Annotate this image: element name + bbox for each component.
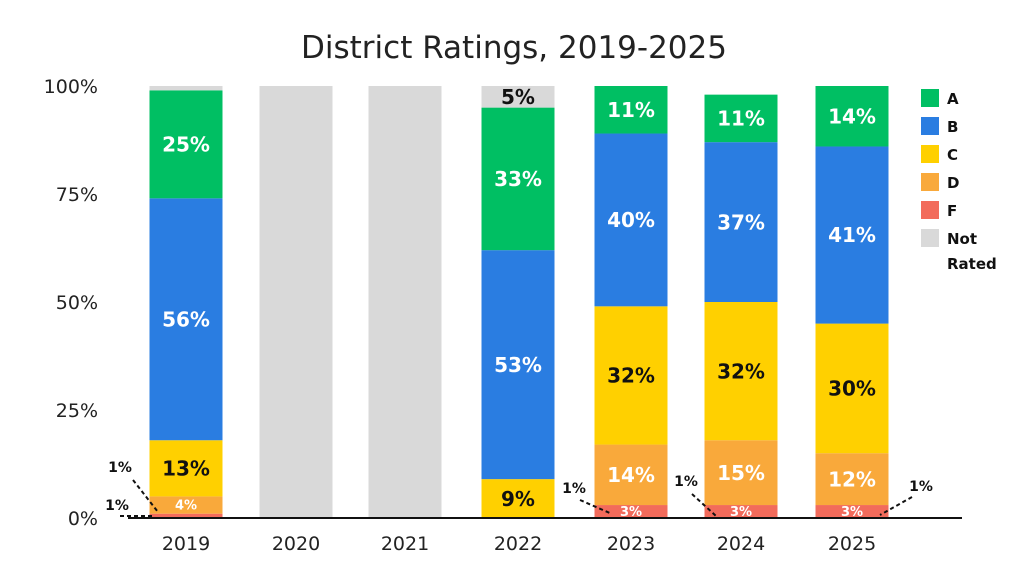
segment-label: 12% [828, 467, 876, 491]
x-tick-label: 2025 [828, 533, 876, 555]
bar-segment [815, 146, 889, 324]
legend-label: Not [947, 230, 977, 248]
x-tick-label: 2023 [607, 533, 655, 555]
bar-segment [594, 86, 668, 134]
callout-leader-line [579, 499, 613, 515]
legend-swatch [921, 117, 939, 135]
x-tick-label: 2024 [717, 533, 765, 555]
bar-segment [149, 90, 223, 199]
segment-label: 13% [162, 457, 210, 481]
legend-label: C [947, 146, 958, 164]
bar-segment [594, 133, 668, 307]
segment-label: 14% [607, 463, 655, 487]
y-tick-label: 50% [56, 292, 98, 314]
x-tick-label: 2020 [272, 533, 320, 555]
bar-segment [704, 94, 778, 143]
segment-label: 37% [717, 210, 765, 234]
segment-label: 33% [494, 167, 542, 191]
bar-segment [815, 86, 889, 147]
segment-label: 3% [620, 505, 642, 520]
bar-segment [594, 306, 668, 445]
legend-swatch [921, 201, 939, 219]
segment-label: 40% [607, 208, 655, 232]
bar-segment [149, 440, 223, 497]
bar-segment [259, 86, 333, 518]
callout-leader-line [691, 493, 717, 517]
bar-segment [815, 505, 889, 518]
segment-label: 11% [607, 98, 655, 122]
bar-segment [704, 302, 778, 441]
segment-label: 4% [175, 499, 197, 514]
x-tick-label: 2019 [162, 533, 210, 555]
y-tick-label: 0% [68, 508, 98, 530]
bar-segment [481, 107, 555, 251]
bar-segment [368, 86, 442, 518]
segment-label: 53% [494, 353, 542, 377]
segment-label: 30% [828, 377, 876, 401]
segment-labels: 4% 13% 56% 25% 9% 53% 33% 5% 3% 14% 32% 40% 11% 3% 15%… [162, 85, 876, 520]
legend-swatch [921, 145, 939, 163]
legend-swatch [921, 89, 939, 107]
segment-label: 32% [717, 359, 765, 383]
x-tick-label: 2022 [494, 533, 542, 555]
chart-title: District Ratings, 2019-2025 [301, 30, 727, 66]
legend-swatch [921, 229, 939, 247]
segment-label: 9% [501, 487, 535, 511]
callout-label: 1% [105, 498, 129, 514]
callout-label: 1% [562, 481, 586, 497]
bar-segment [481, 250, 555, 480]
legend-label: A [947, 90, 959, 108]
segment-label: 14% [828, 104, 876, 128]
x-axis: 2019 2020 2021 2022 2023 2024 2025 [162, 533, 876, 555]
bar-segment [704, 142, 778, 302]
segment-label: 56% [162, 307, 210, 331]
y-tick-label: 25% [56, 400, 98, 422]
segment-label: 3% [841, 505, 863, 520]
segment-label: 25% [162, 133, 210, 157]
bar-segment [149, 86, 223, 91]
bar-segment [149, 513, 223, 518]
y-tick-label: 75% [56, 184, 98, 206]
bars [149, 86, 889, 518]
bar-segment [594, 444, 668, 506]
bar-segment [704, 440, 778, 506]
callouts: 1% 1% 1% 1% 1% [105, 460, 933, 517]
segment-label: 5% [501, 85, 535, 109]
legend-label: F [947, 202, 957, 220]
segment-label: 41% [828, 223, 876, 247]
bar-segment [815, 323, 889, 454]
y-tick-label: 100% [44, 76, 98, 98]
bar-segment [815, 453, 889, 506]
bar-segment [149, 198, 223, 441]
bar-segment [594, 505, 668, 518]
callout-leader-line [879, 496, 913, 516]
callout-label: 1% [108, 460, 132, 476]
segment-label: 11% [717, 107, 765, 131]
callout-label: 1% [674, 474, 698, 490]
legend-swatch [921, 173, 939, 191]
legend-label: D [947, 174, 959, 192]
y-axis: 0% 25% 50% 75% 100% [44, 76, 98, 530]
callout-label: 1% [909, 479, 933, 495]
segment-label: 32% [607, 364, 655, 388]
bar-segment [149, 496, 223, 514]
bar-segment [481, 86, 555, 108]
segment-label: 15% [717, 461, 765, 485]
segment-label: 3% [730, 505, 752, 520]
bar-segment [481, 479, 555, 518]
legend-label: B [947, 118, 958, 136]
legend-label: Rated [947, 255, 997, 273]
bar-segment [704, 505, 778, 518]
x-tick-label: 2021 [381, 533, 429, 555]
